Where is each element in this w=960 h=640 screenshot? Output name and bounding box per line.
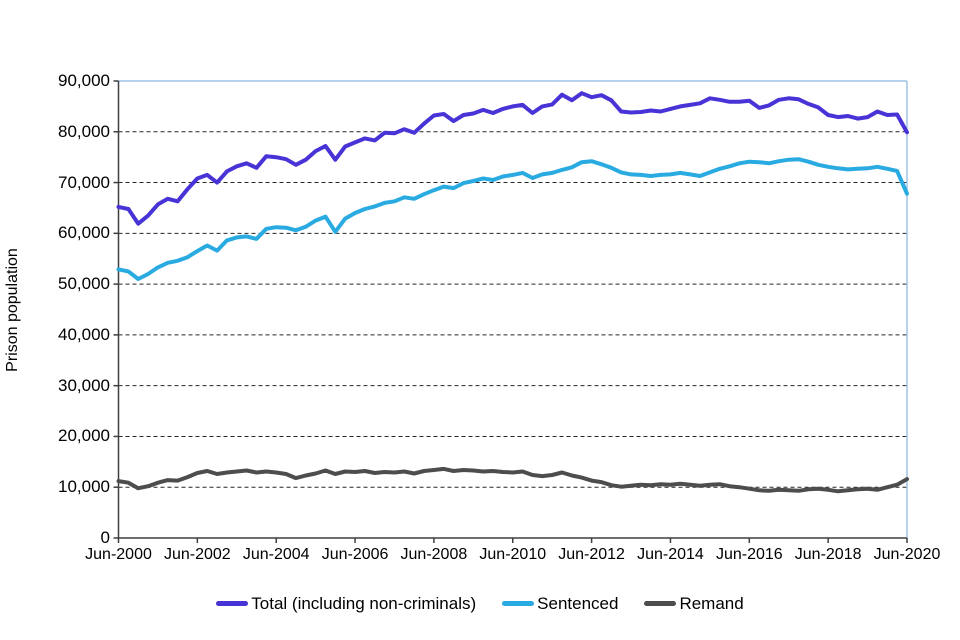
- x-tick-label: Jun-2012: [558, 546, 625, 563]
- y-tick-label: 50,000: [58, 274, 110, 294]
- y-tick-label: 60,000: [58, 223, 110, 243]
- y-tick-label: 0: [100, 528, 110, 547]
- x-tick-label: Jun-2016: [715, 546, 783, 563]
- x-tick-label: Jun-2004: [242, 546, 310, 563]
- x-tick-label: Jun-2006: [321, 546, 389, 563]
- y-tick-label: 10,000: [58, 477, 110, 497]
- x-tick-label: Jun-2010: [479, 546, 547, 563]
- x-tick-label: Jun-2008: [400, 546, 468, 563]
- x-tick-label: Jun-2002: [163, 546, 231, 563]
- x-tick-label: Jun-2018: [794, 546, 862, 563]
- y-tick-label: 40,000: [58, 324, 110, 344]
- y-tick-label: 20,000: [58, 426, 110, 446]
- y-axis-title: Prison population: [4, 248, 21, 372]
- legend-item-remand: Remand: [644, 594, 744, 613]
- y-tick-label: 80,000: [58, 121, 110, 141]
- legend-item-total-including-non-criminals: Total (including non-criminals): [216, 594, 476, 613]
- x-tick-label: Jun-2014: [637, 546, 704, 563]
- legend-line-swatch-icon: [216, 601, 249, 606]
- y-tick-label: 70,000: [58, 172, 110, 192]
- y-tick-label: 30,000: [58, 375, 110, 395]
- legend-item-sentenced: Sentenced: [502, 594, 618, 613]
- y-tick-label: 90,000: [58, 71, 110, 90]
- legend-label: Remand: [679, 594, 744, 613]
- series-line-sentenced: [116, 157, 909, 281]
- legend-label: Sentenced: [537, 594, 619, 613]
- chart-legend: Total (including non-criminals) Sentenced…: [0, 594, 960, 613]
- series-line-total-including-non-criminals: [116, 91, 909, 226]
- x-tick-label: Jun-2000: [85, 546, 152, 563]
- legend-label: Total (including non-criminals): [251, 594, 477, 613]
- legend-line-swatch-icon: [644, 601, 677, 606]
- legend-line-swatch-icon: [502, 601, 535, 606]
- series-line-remand: [116, 466, 909, 494]
- x-tick-label: Jun-2020: [873, 546, 941, 563]
